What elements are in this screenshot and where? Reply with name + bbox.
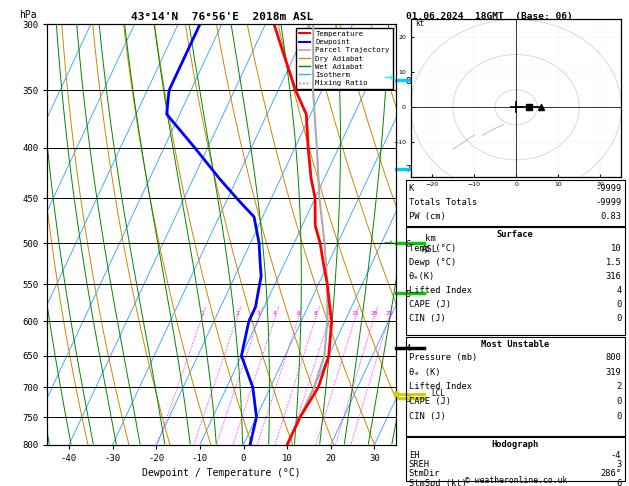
Text: K: K: [409, 184, 414, 193]
Text: Dewp (°C): Dewp (°C): [409, 258, 456, 267]
Text: →: →: [384, 238, 393, 248]
Text: Hodograph: Hodograph: [491, 440, 539, 450]
Text: 4: 4: [273, 311, 277, 316]
Text: 0.83: 0.83: [601, 212, 621, 222]
Text: Lifted Index: Lifted Index: [409, 382, 472, 392]
Text: 1: 1: [200, 311, 204, 316]
Text: CAPE (J): CAPE (J): [409, 300, 451, 310]
Text: -9999: -9999: [595, 198, 621, 208]
Text: 2: 2: [235, 311, 239, 316]
Text: →: →: [384, 73, 393, 83]
Text: 1.5: 1.5: [606, 258, 621, 267]
Text: CAPE (J): CAPE (J): [409, 397, 451, 406]
Text: 01.06.2024  18GMT  (Base: 06): 01.06.2024 18GMT (Base: 06): [406, 12, 572, 21]
Text: 0: 0: [616, 412, 621, 421]
Text: CIN (J): CIN (J): [409, 314, 445, 324]
Text: 25: 25: [385, 311, 392, 316]
Text: 2: 2: [616, 382, 621, 392]
Text: 4: 4: [616, 286, 621, 295]
Text: θₑ (K): θₑ (K): [409, 368, 440, 377]
Text: -9999: -9999: [595, 184, 621, 193]
Text: kt: kt: [415, 19, 424, 29]
Text: 0: 0: [616, 314, 621, 324]
X-axis label: Dewpoint / Temperature (°C): Dewpoint / Temperature (°C): [142, 469, 301, 478]
Text: ●: ●: [392, 389, 400, 398]
Text: EH: EH: [409, 451, 420, 460]
Text: -4: -4: [611, 451, 621, 460]
Text: LCL: LCL: [431, 389, 445, 398]
Text: © weatheronline.co.uk: © weatheronline.co.uk: [465, 475, 567, 485]
Text: SREH: SREH: [409, 460, 430, 469]
Text: 10: 10: [326, 311, 333, 316]
Text: 319: 319: [606, 368, 621, 377]
Title: 43°14'N  76°56'E  2018m ASL: 43°14'N 76°56'E 2018m ASL: [131, 12, 313, 22]
Text: PW (cm): PW (cm): [409, 212, 445, 222]
Text: 3: 3: [616, 460, 621, 469]
Text: θₑ(K): θₑ(K): [409, 272, 435, 281]
Text: Pressure (mb): Pressure (mb): [409, 353, 477, 363]
Text: 8: 8: [314, 311, 318, 316]
Text: Surface: Surface: [497, 230, 533, 240]
Text: 286°: 286°: [601, 469, 621, 479]
Text: StmSpd (kt): StmSpd (kt): [409, 479, 467, 486]
Text: hPa: hPa: [19, 10, 37, 20]
Text: 0: 0: [616, 397, 621, 406]
Text: Temp (°C): Temp (°C): [409, 244, 456, 253]
Y-axis label: km
ASL: km ASL: [422, 235, 438, 254]
Text: 316: 316: [606, 272, 621, 281]
Text: 800: 800: [606, 353, 621, 363]
Text: 6: 6: [297, 311, 301, 316]
Text: 0: 0: [616, 300, 621, 310]
Text: 20: 20: [370, 311, 378, 316]
Text: Most Unstable: Most Unstable: [481, 340, 549, 349]
Text: 15: 15: [352, 311, 359, 316]
Text: Totals Totals: Totals Totals: [409, 198, 477, 208]
Legend: Temperature, Dewpoint, Parcel Trajectory, Dry Adiabat, Wet Adiabat, Isotherm, Mi: Temperature, Dewpoint, Parcel Trajectory…: [296, 28, 392, 89]
Text: 10: 10: [611, 244, 621, 253]
Text: StmDir: StmDir: [409, 469, 440, 479]
Text: 6: 6: [616, 479, 621, 486]
Text: 3: 3: [257, 311, 261, 316]
Text: CIN (J): CIN (J): [409, 412, 445, 421]
Text: Lifted Index: Lifted Index: [409, 286, 472, 295]
